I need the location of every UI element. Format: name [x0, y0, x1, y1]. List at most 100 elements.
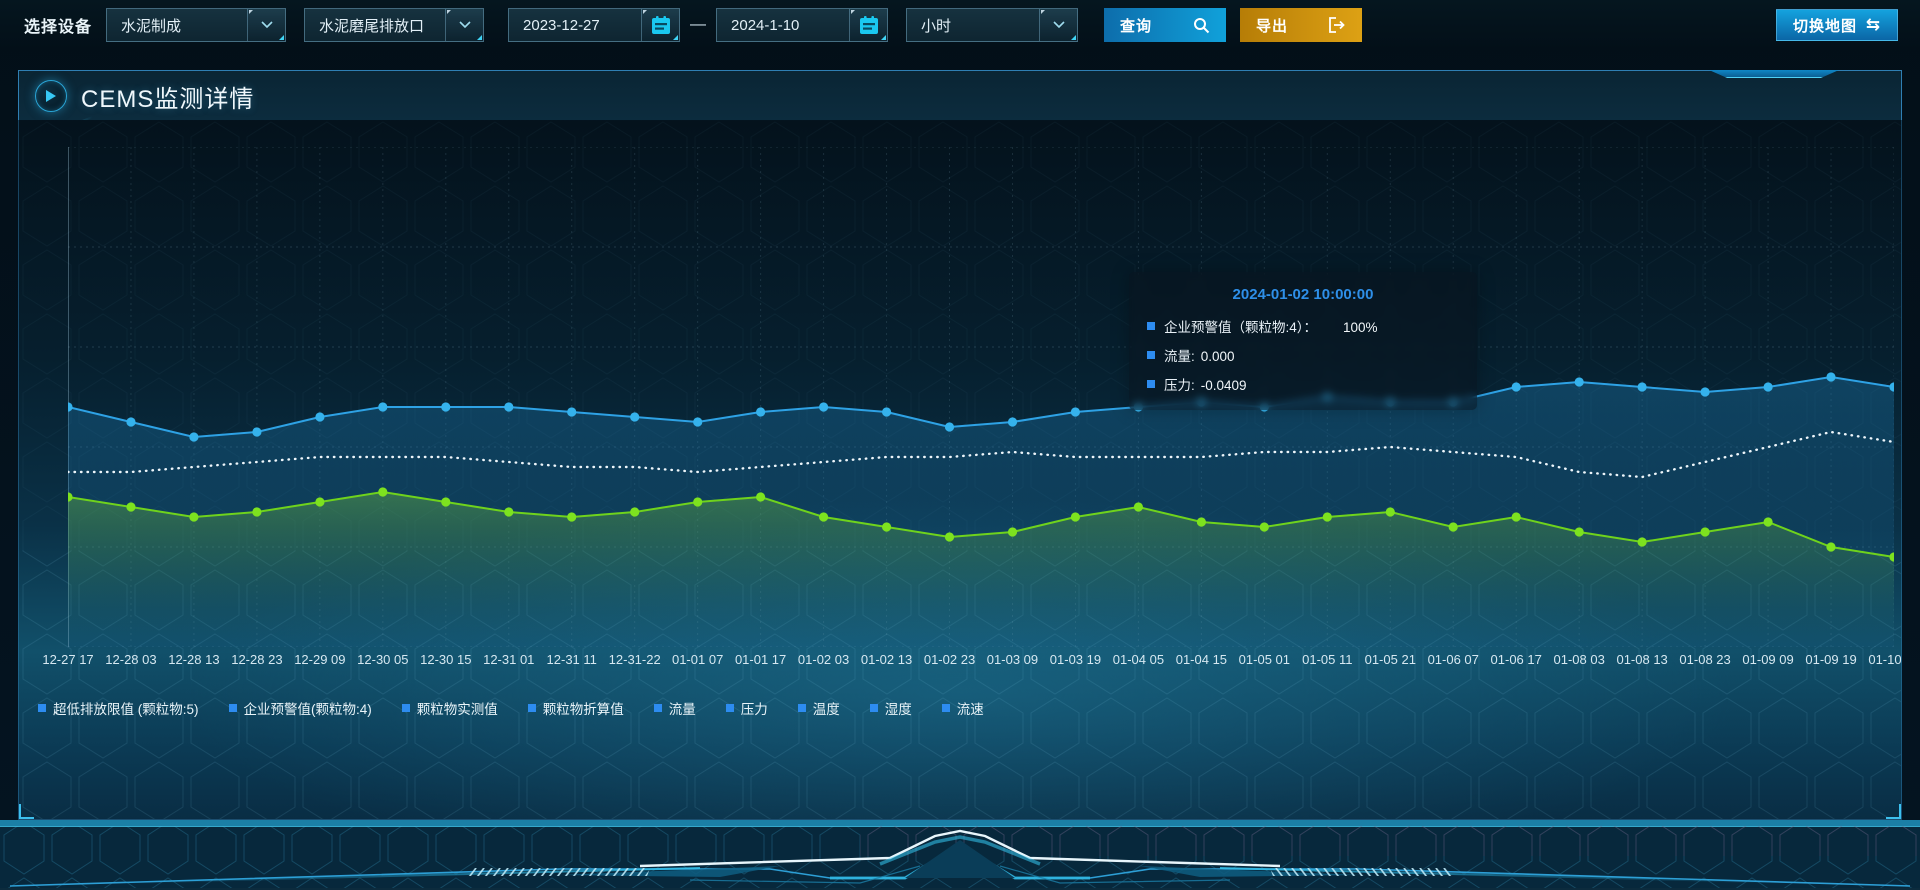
chart-panel: 12-27 17 12-28 03 12-28 13 12-28 23 12-29 09…	[18, 120, 1902, 820]
interval-select[interactable]: 小时	[906, 8, 1079, 42]
x-axis-tick-label: 12-30 15	[420, 652, 472, 667]
legend-item[interactable]: 颗粒物折算值	[527, 698, 624, 718]
x-axis-tick-label: 12-31 11	[546, 652, 597, 667]
legend-item-label: 流速	[956, 702, 984, 717]
calendar-icon[interactable]	[641, 9, 680, 41]
x-axis-tick-label: 01-06 17	[1490, 652, 1542, 667]
chart-tooltip: 2024-01-02 10:00:00 企业预警值（颗粒物:4）： 100% 流…	[1129, 272, 1477, 410]
x-axis-tick-label: 01-05 11	[1302, 652, 1353, 667]
x-axis-tick-label: 12-31-22	[608, 652, 661, 667]
chart-legend: 超低排放限值 (颗粒物:5) 企业预警值(颗粒物:4) 颗粒物实测值 颗粒物折算值 流量…	[38, 698, 984, 718]
switch-map-button[interactable]: 切换地图 ⇆	[1776, 9, 1898, 41]
legend-item[interactable]: 颗粒物实测值	[401, 698, 498, 718]
end-date-value: 2024-1-10	[731, 16, 800, 34]
x-axis-tick-label: 01-09 09	[1742, 652, 1794, 667]
chevron-down-icon[interactable]	[1039, 9, 1078, 41]
legend-item-label: 流量	[668, 702, 696, 717]
legend-item-label: 温度	[812, 702, 840, 717]
x-axis-labels: 12-27 17 12-28 03 12-28 13 12-28 23 12-29 09…	[42, 652, 1901, 670]
swap-arrows-icon: ⇆	[1865, 15, 1881, 34]
legend-item-label: 压力	[740, 702, 768, 717]
export-button-label: 导出	[1256, 17, 1289, 35]
x-axis-tick-label: 01-01 17	[734, 652, 787, 667]
x-axis-tick-label: 01-02 03	[797, 652, 850, 667]
panel-corner-decoration	[19, 804, 34, 819]
x-axis-tick-label: 01-02 13	[860, 652, 913, 667]
tooltip-row: 流量: 0.000	[1147, 345, 1459, 365]
panel-corner-decoration	[1886, 804, 1901, 819]
device-type-select[interactable]: 水泥制成	[106, 8, 287, 42]
legend-marker-icon	[797, 704, 806, 712]
start-date-value: 2023-12-27	[523, 16, 600, 34]
legend-marker-icon	[725, 704, 734, 712]
legend-item-label: 超低排放限值 (颗粒物:5)	[53, 702, 199, 717]
export-icon	[1329, 17, 1345, 33]
search-icon	[1194, 17, 1210, 33]
x-axis-tick-label: 01-10 05	[1868, 652, 1902, 667]
legend-marker-icon	[869, 704, 878, 712]
toolbar: 选择设备 水泥制成 水泥磨尾排放口 2023-12-27	[0, 0, 1920, 50]
chevron-down-icon[interactable]	[247, 9, 286, 41]
outlet-select[interactable]: 水泥磨尾排放口	[304, 8, 485, 42]
x-axis-tick-label: 01-03 09	[986, 652, 1039, 667]
calendar-icon[interactable]	[849, 9, 888, 41]
legend-item[interactable]: 湿度	[869, 698, 912, 718]
legend-item-label: 颗粒物实测值	[416, 702, 498, 717]
switch-map-label: 切换地图	[1793, 17, 1858, 35]
chevron-down-icon[interactable]	[445, 9, 484, 41]
series-marker-icon	[1147, 351, 1155, 359]
x-axis-tick-label: 12-28 13	[168, 652, 220, 667]
start-date-input[interactable]: 2023-12-27	[508, 8, 681, 42]
legend-item[interactable]: 流量	[653, 698, 696, 718]
date-range-separator: —	[690, 16, 707, 33]
x-axis-tick-label: 12-30 05	[357, 652, 409, 667]
device-type-value: 水泥制成	[121, 17, 182, 35]
query-button-label: 查询	[1120, 17, 1153, 35]
x-axis-tick-label: 01-01 07	[671, 652, 724, 667]
x-axis-tick-label: 01-02 23	[923, 652, 976, 667]
end-date-input[interactable]: 2024-1-10	[716, 8, 889, 42]
series-marker-icon	[1147, 322, 1155, 330]
interval-value: 小时	[921, 17, 952, 35]
panel-title: CEMS监测详情	[81, 85, 255, 113]
x-axis-tick-label: 01-08 23	[1679, 652, 1731, 667]
device-select-label: 选择设备	[24, 19, 93, 36]
legend-marker-icon	[653, 704, 662, 712]
x-axis-tick-label: 01-06 07	[1427, 652, 1479, 667]
x-axis-tick-label: 01-08 13	[1616, 652, 1668, 667]
query-button[interactable]: 查询	[1104, 8, 1227, 42]
play-icon[interactable]	[35, 80, 67, 112]
x-axis-tick-label: 01-05 21	[1364, 652, 1416, 667]
x-axis-tick-label: 01-04 15	[1175, 652, 1228, 667]
legend-item-label: 企业预警值(颗粒物:4)	[243, 702, 372, 717]
x-axis-tick-label: 01-09 19	[1805, 652, 1857, 667]
x-axis-tick-label: 12-29 09	[294, 652, 346, 667]
header-notch-decoration	[1709, 70, 1839, 78]
x-axis-tick-label: 12-31 01	[483, 652, 535, 667]
legend-marker-icon	[527, 704, 536, 712]
x-axis-tick-label: 12-28 23	[231, 652, 283, 667]
tooltip-row: 企业预警值（颗粒物:4）： 100%	[1147, 316, 1459, 336]
legend-item[interactable]: 超低排放限值 (颗粒物:5)	[38, 698, 199, 718]
legend-item[interactable]: 企业预警值(颗粒物:4)	[228, 698, 372, 718]
x-axis-tick-label: 12-28 03	[105, 652, 157, 667]
legend-item[interactable]: 温度	[797, 698, 840, 718]
x-axis-tick-label: 01-03 19	[1049, 652, 1102, 667]
x-axis-tick-label: 01-08 03	[1553, 652, 1605, 667]
export-button[interactable]: 导出	[1240, 8, 1363, 42]
x-axis-tick-label: 01-05 01	[1238, 652, 1291, 667]
legend-item-label: 颗粒物折算值	[542, 702, 624, 717]
bottom-tech-decoration	[0, 820, 1920, 890]
legend-marker-icon	[38, 704, 46, 712]
panel-header: CEMS监测详情	[18, 70, 1902, 145]
outlet-value: 水泥磨尾排放口	[319, 17, 425, 35]
legend-marker-icon	[228, 704, 237, 712]
series-marker-icon	[1147, 380, 1155, 388]
line-chart[interactable]	[68, 147, 1894, 647]
tooltip-timestamp: 2024-01-02 10:00:00	[1232, 286, 1374, 303]
legend-item[interactable]: 流速	[941, 698, 984, 718]
legend-item[interactable]: 压力	[725, 698, 768, 718]
legend-marker-icon	[941, 704, 950, 712]
tooltip-row: 压力: -0.0409	[1147, 374, 1459, 394]
